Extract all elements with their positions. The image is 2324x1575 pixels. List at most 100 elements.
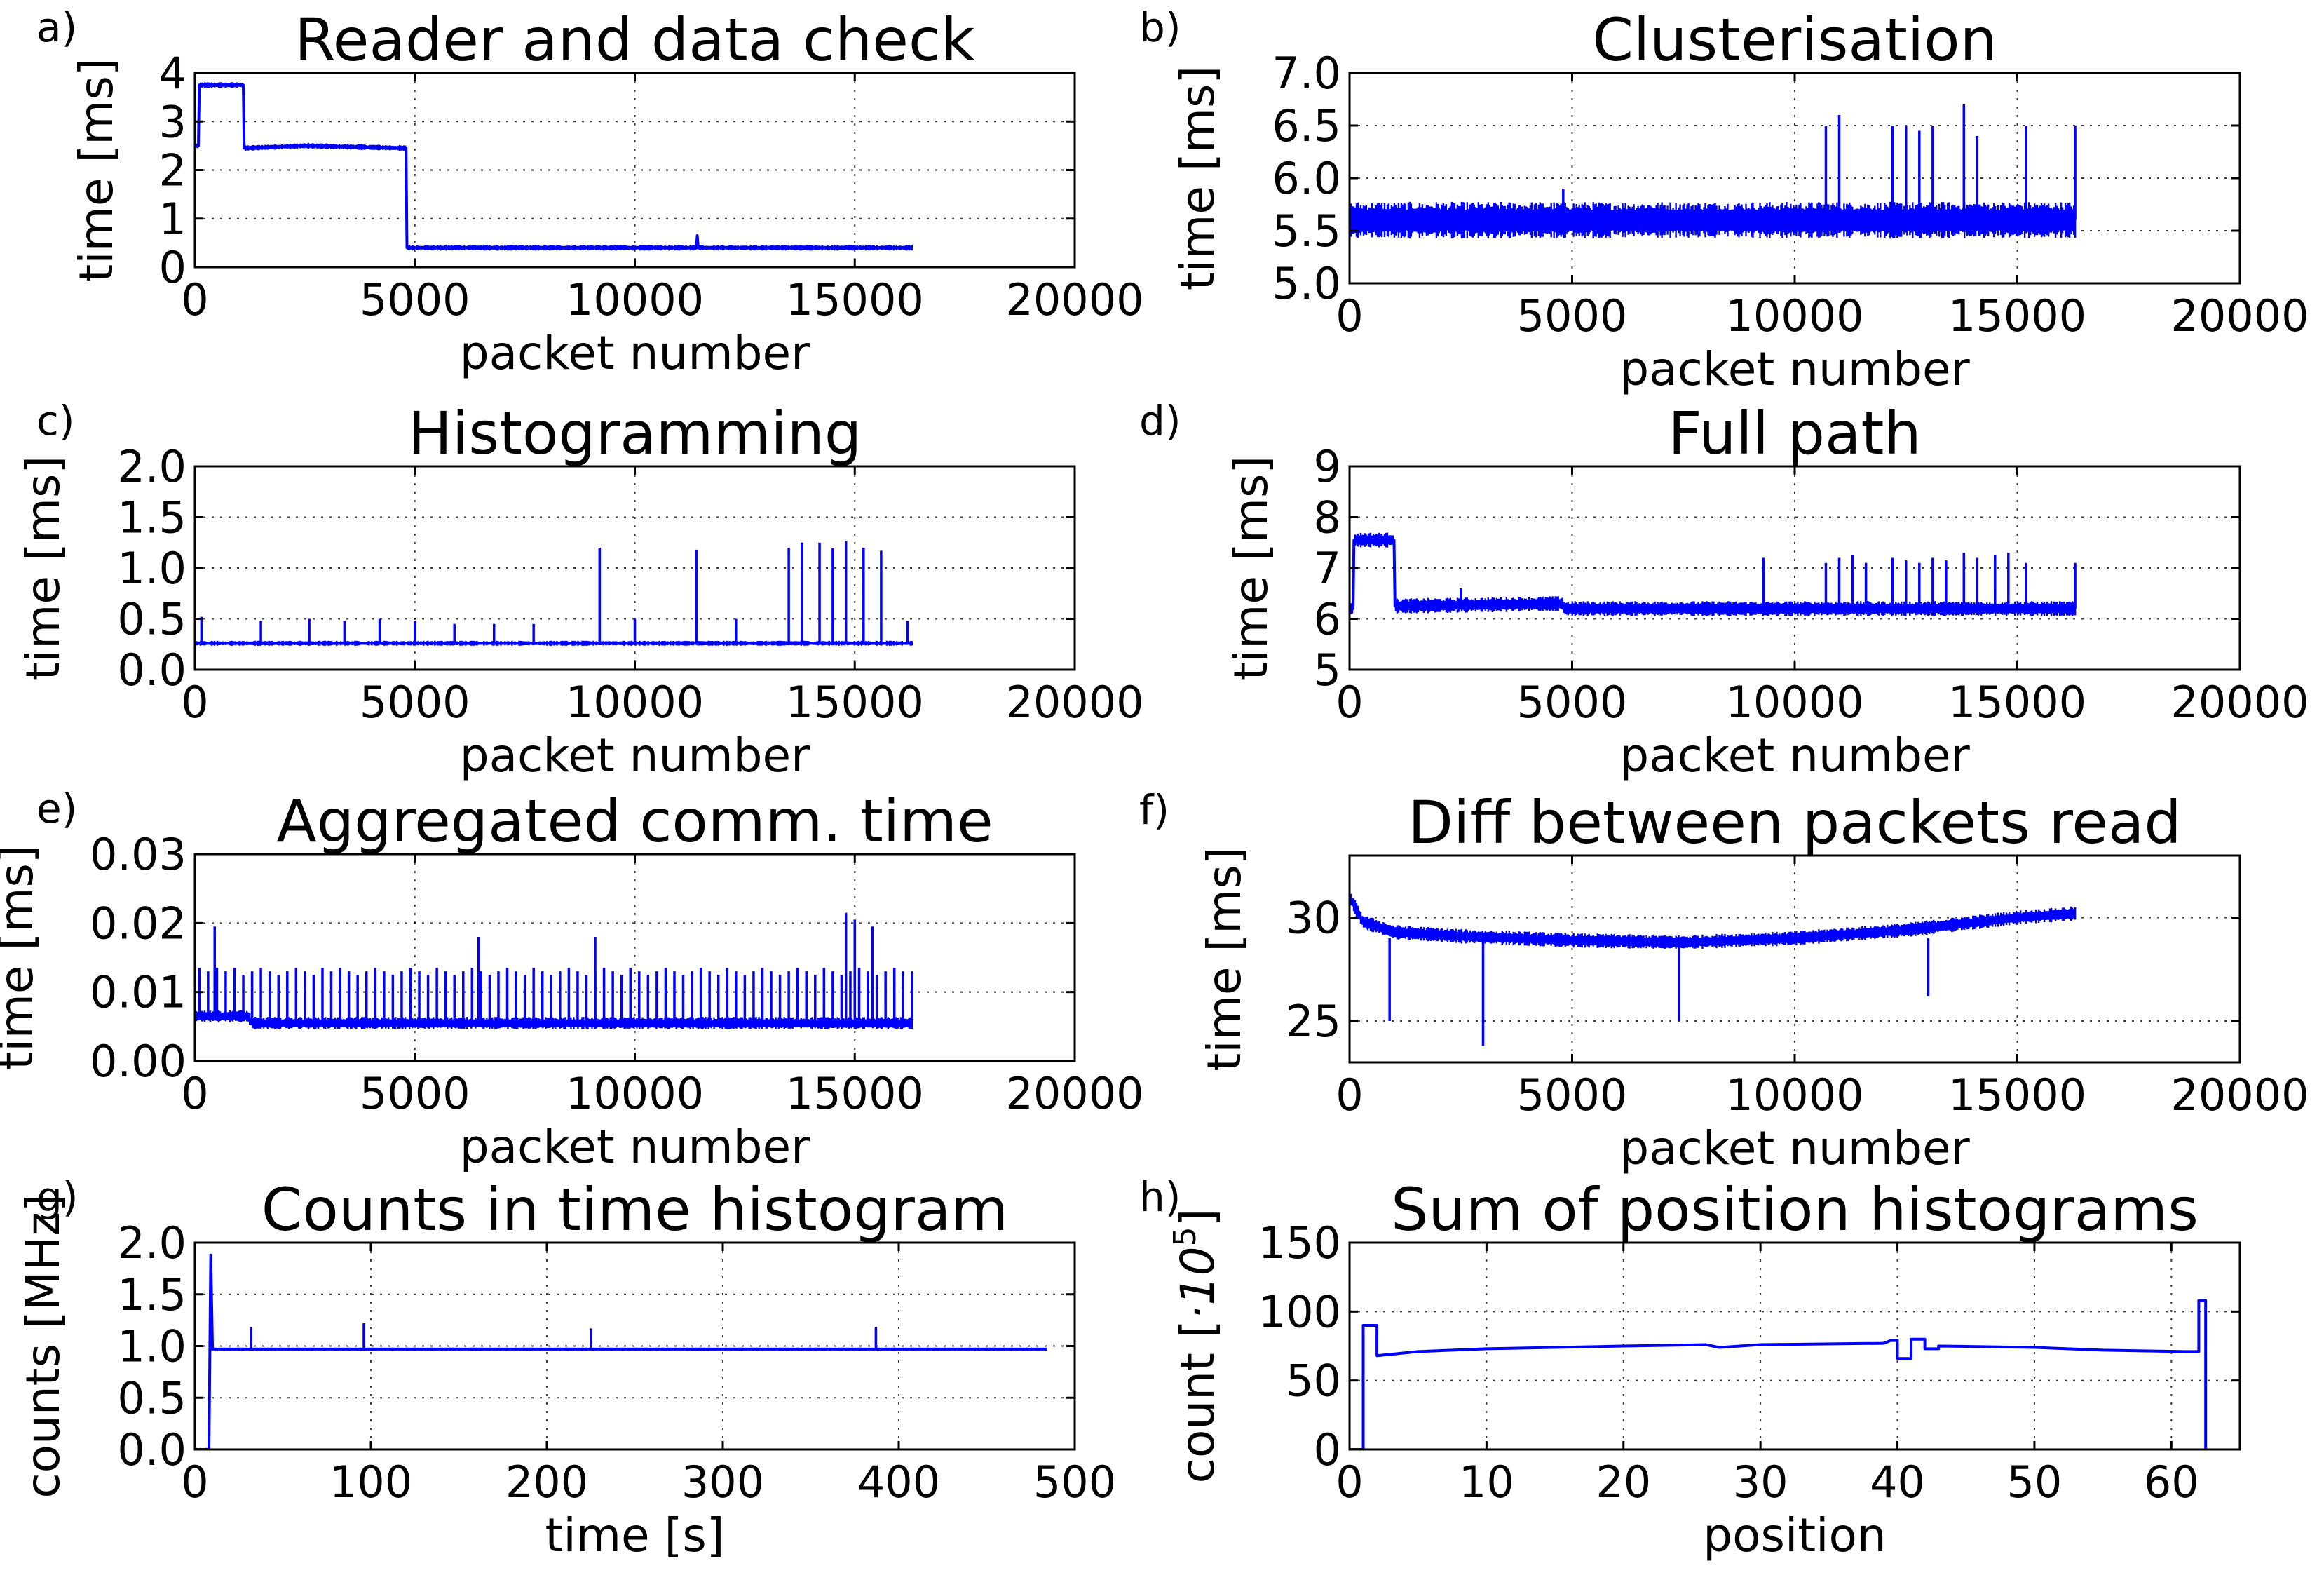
series-group [195, 82, 913, 251]
x-tick-label: 15000 [1948, 1069, 2086, 1121]
panel-label: h) [1139, 1173, 1181, 1221]
y-tick-label: 0 [1314, 1424, 1341, 1475]
x-tick-label: 20000 [2170, 290, 2309, 342]
panel-label: c) [36, 397, 75, 445]
series-line-time [195, 83, 912, 250]
series-group [1350, 532, 2077, 616]
y-axis-label: time [ms] [1224, 456, 1278, 680]
x-tick-label: 10000 [566, 1068, 704, 1119]
y-tick-label: 2.0 [117, 441, 186, 492]
x-tick-label: 300 [681, 1456, 764, 1508]
x-axis-label: packet number [1619, 729, 1970, 783]
x-tick-label: 20000 [1005, 1068, 1143, 1119]
y-tick-label: 0.01 [90, 967, 186, 1018]
y-tick-label: 5 [1314, 644, 1341, 696]
y-tick-label: 0.02 [90, 898, 186, 949]
x-tick-label: 5000 [360, 677, 470, 728]
series-line-time [195, 1015, 912, 1025]
y-axis-label-exp: 5 [1167, 1226, 1203, 1246]
chart-title: Aggregated comm. time [276, 787, 993, 856]
y-tick-label: 6 [1314, 594, 1341, 645]
chart-panel-h: 0 10 20 30 40 50 60 0 50 100 150 Sum of position hi… [1139, 1173, 2241, 1562]
y-tick-label: 0.00 [90, 1036, 186, 1087]
series-group [195, 912, 913, 1029]
x-tick-label: 5000 [360, 274, 470, 325]
y-tick-label: 2 [159, 145, 186, 196]
y-tick-label: 2.0 [117, 1217, 186, 1269]
y-tick-label: 0.03 [90, 829, 186, 880]
chart-panel-b: 0 5000 10000 15000 20000 5.05.56.06.57.0 Clust… [1139, 4, 2309, 396]
series-band-counts [195, 1298, 1047, 1449]
x-tick-label: 5000 [360, 1068, 470, 1119]
x-tick-label: 200 [505, 1456, 588, 1508]
y-tick-label: 5.0 [1272, 258, 1341, 309]
series-group [195, 540, 913, 646]
x-tick-label: 15000 [786, 677, 924, 728]
x-tick-label: 40 [1870, 1456, 1925, 1508]
x-tick-label: 10000 [1725, 290, 1863, 342]
plot-frame [193, 1241, 1076, 1451]
y-tick-label: 0 [159, 242, 186, 293]
series-group [195, 1253, 1047, 1449]
y-tick-label: 0.5 [117, 594, 186, 645]
y-tick-label: 9 [1314, 441, 1341, 492]
x-tick-label: 10000 [1725, 1069, 1863, 1121]
y-tick-label: 1.5 [117, 492, 186, 543]
y-tick-label: 6.5 [1272, 100, 1341, 151]
y-tick-label: 30 [1286, 893, 1341, 944]
y-tick-label: 8 [1314, 492, 1341, 543]
x-tick-label: 20000 [1005, 274, 1143, 325]
x-tick-label: 15000 [1948, 290, 2086, 342]
chart-panel-f: 0 5000 10000 15000 20000 25 30 Diff between pac… [1139, 786, 2309, 1175]
x-tick-label: 0 [1336, 677, 1363, 728]
panel-label: a) [36, 4, 77, 51]
y-tick-label: 1 [159, 194, 186, 245]
y-axis-label: count [·105] [1167, 1209, 1225, 1484]
x-tick-label: 0 [181, 677, 208, 728]
y-tick-label: 0.5 [117, 1372, 186, 1424]
chart-title: Diff between packets read [1408, 788, 2181, 857]
y-tick-label: 1.0 [117, 1321, 186, 1372]
x-tick-label: 10000 [1725, 677, 1863, 728]
chart-panel-g: 0 100 200 300 400 500 0.00.51.01.52.0 Counts in… [16, 1173, 1116, 1562]
x-tick-label: 10000 [566, 274, 704, 325]
chart-title: Full path [1668, 399, 1921, 468]
chart-title: Reader and data check [294, 6, 975, 74]
y-tick-label: 150 [1258, 1217, 1341, 1269]
chart-panel-c: 0 5000 10000 15000 20000 0.00.51.01.52.0 Histo… [16, 397, 1144, 783]
x-tick-label: 5000 [1517, 290, 1628, 342]
y-tick-label: 1.0 [117, 543, 186, 594]
x-tick-label: 15000 [786, 274, 924, 325]
y-axis-label: time [ms] [69, 58, 123, 282]
x-tick-label: 400 [857, 1456, 940, 1508]
x-tick-label: 30 [1733, 1456, 1788, 1508]
panel-label: f) [1139, 786, 1169, 834]
x-tick-label: 20000 [2170, 1069, 2309, 1121]
x-tick-label: 15000 [1948, 677, 2086, 728]
series-line-time [1350, 539, 2076, 610]
y-axis-label: time [ms] [1197, 846, 1251, 1071]
x-axis-label: packet number [460, 1120, 810, 1174]
panel-label: e) [36, 785, 77, 832]
y-axis-label: time [ms] [16, 456, 70, 680]
y-tick-label: 3 [159, 96, 186, 147]
y-axis-label: time [ms] [0, 845, 43, 1069]
series-group [1350, 1299, 2208, 1449]
series-line-count [1350, 1299, 2208, 1449]
x-tick-label: 5000 [1517, 677, 1628, 728]
x-tick-label: 20000 [2170, 677, 2309, 728]
x-tick-label: 0 [181, 1456, 208, 1508]
y-axis-label: counts [MHz] [16, 1194, 70, 1498]
x-tick-label: 0 [181, 274, 208, 325]
x-axis-label: packet number [1619, 342, 1970, 396]
x-tick-label: 500 [1033, 1456, 1116, 1508]
chart-title: Clusterisation [1592, 6, 1997, 74]
x-tick-label: 0 [1336, 1456, 1363, 1508]
y-tick-label: 50 [1286, 1356, 1341, 1407]
x-axis-label: packet number [460, 326, 810, 380]
y-axis-label-close: ] [1171, 1209, 1225, 1227]
chart-panel-e: 0 5000 10000 15000 20000 0.00 0.01 0.02 0.03 Aggr… [0, 785, 1144, 1174]
x-tick-label: 0 [1336, 290, 1363, 342]
